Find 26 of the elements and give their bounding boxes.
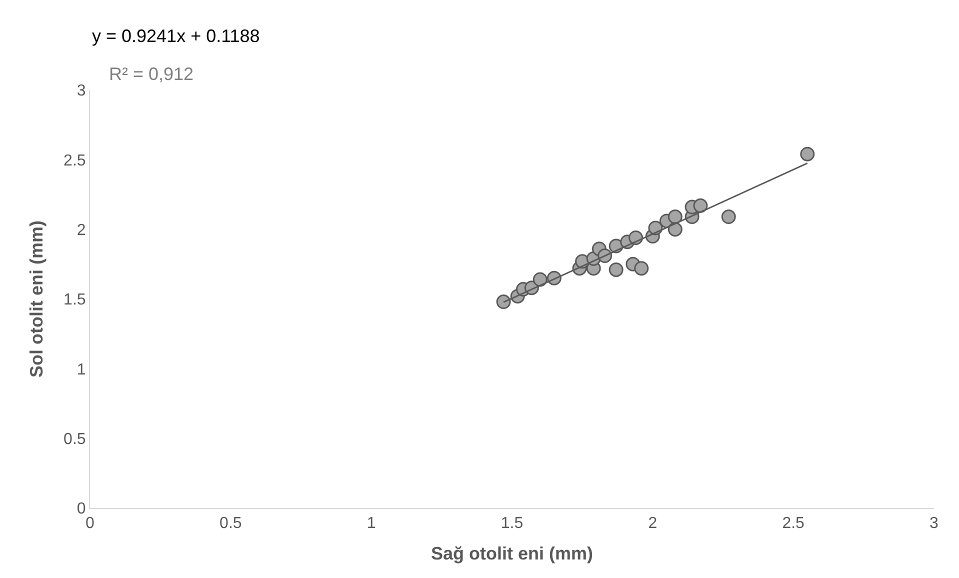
- y-tick-label: 2: [76, 222, 86, 239]
- text: y = 0.9241x + 0.1188: [92, 26, 260, 46]
- x-tick-label: 3: [930, 515, 939, 532]
- text: R² = 0,912: [109, 64, 194, 84]
- y-tick-label: 2.5: [64, 152, 86, 170]
- point: [668, 210, 682, 224]
- x-tick-label: 0.5: [220, 515, 242, 532]
- point: [800, 146, 815, 162]
- x-tick-label: 2: [648, 515, 658, 532]
- y-tick-label: 3: [76, 82, 86, 100]
- x-tick-label: 1.5: [500, 515, 524, 532]
- point: [668, 222, 682, 237]
- x-axis-title: Sağ otolit eni (mm): [431, 543, 594, 564]
- point: [496, 294, 511, 310]
- point: [721, 210, 736, 224]
- point: [532, 272, 548, 287]
- y-axis-title: Sol otolit eni (mm): [26, 220, 47, 378]
- x-tick-label: 2.5: [782, 515, 805, 532]
- y-tick-label: 0: [76, 500, 86, 518]
- y-tick-label: 1: [76, 361, 86, 378]
- point: [634, 261, 649, 276]
- x-tick-label: 1: [366, 515, 376, 532]
- point: [608, 262, 624, 277]
- y-tick-label: 1.5: [64, 292, 86, 309]
- y-tick-label: 0.5: [64, 430, 86, 448]
- point: [693, 198, 708, 213]
